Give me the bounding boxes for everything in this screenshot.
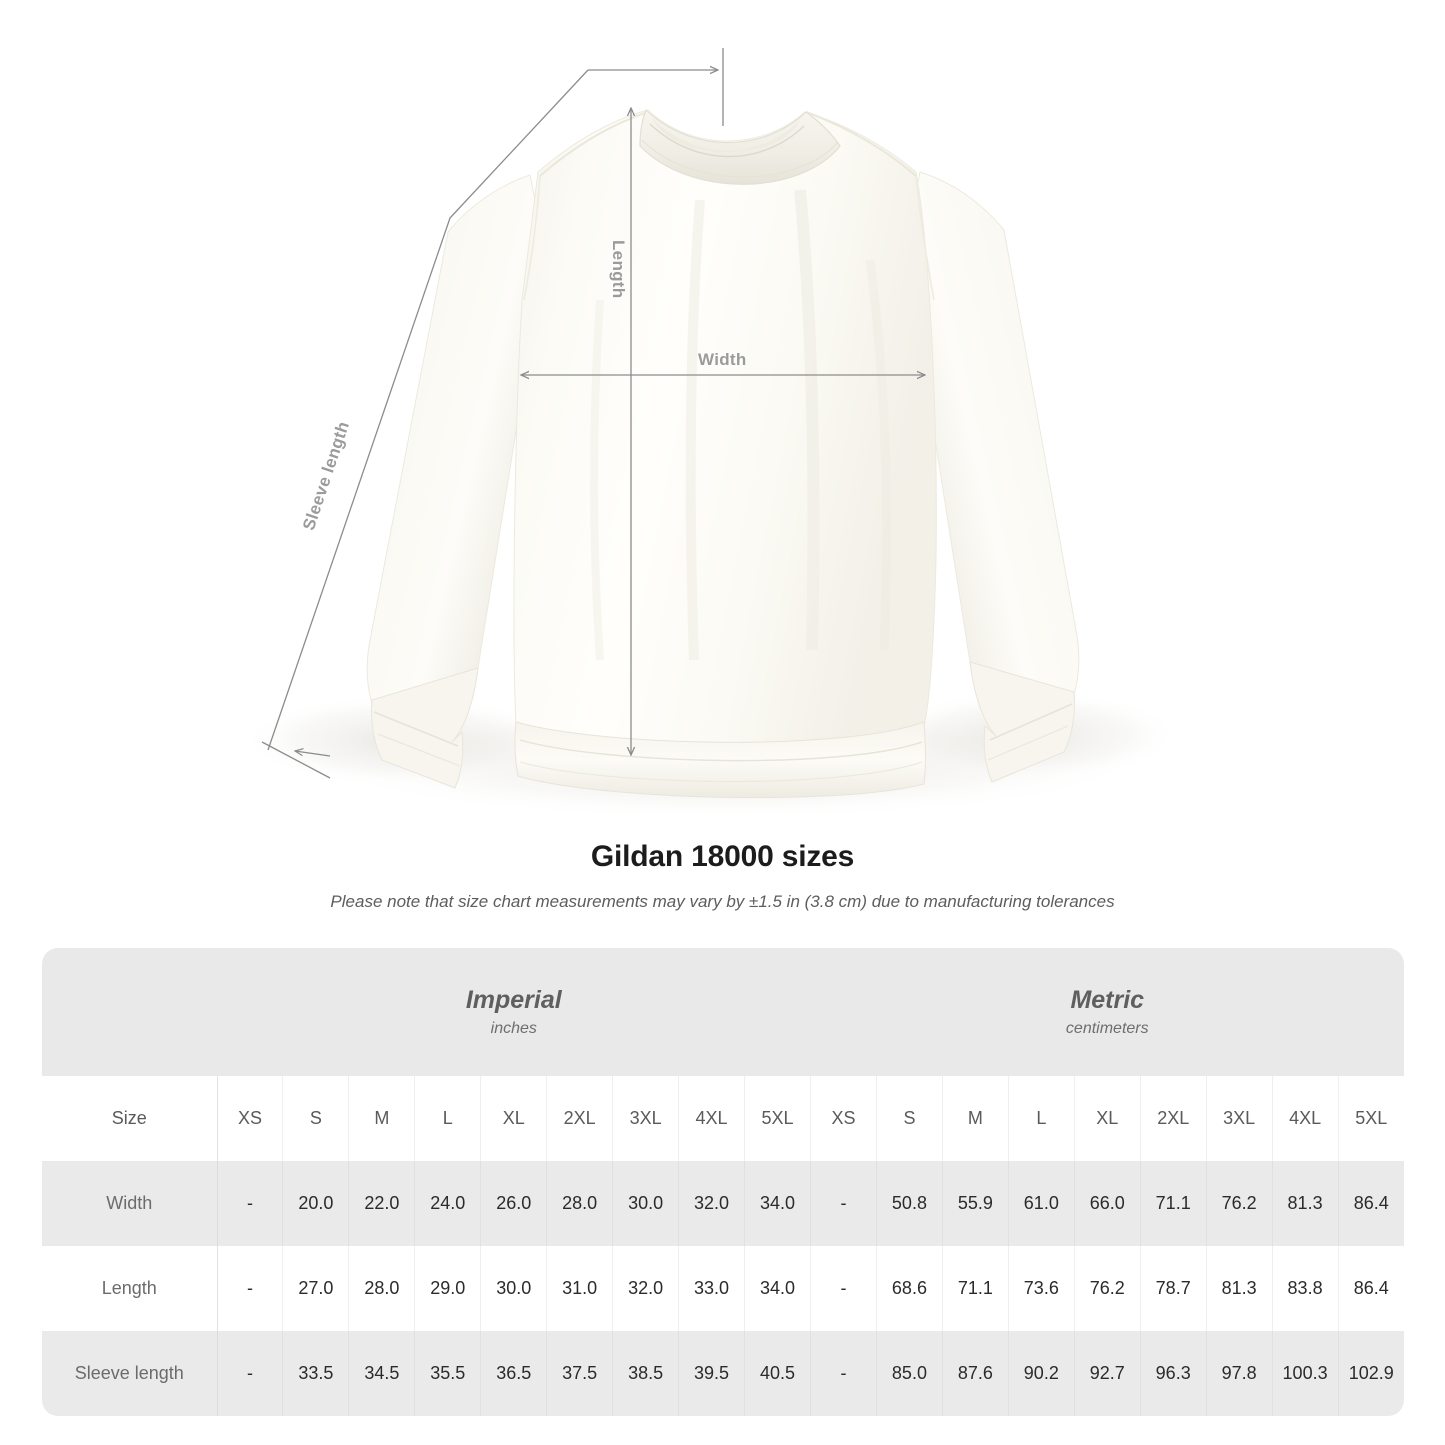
cell-length-imperial-xs: - — [217, 1246, 284, 1331]
cell-length-imperial-s: 27.0 — [282, 1246, 350, 1331]
cell-length-imperial-m: 28.0 — [348, 1246, 416, 1331]
cell-length-metric-xs: - — [810, 1246, 877, 1331]
size-header-m-imperial: M — [348, 1076, 416, 1161]
size-header-s-metric: S — [876, 1076, 943, 1161]
size-header-m-metric: M — [942, 1076, 1009, 1161]
cell-width-metric-l: 61.0 — [1008, 1161, 1075, 1246]
cell-width-metric-m: 55.9 — [942, 1161, 1009, 1246]
cell-width-metric-5xl: 86.4 — [1338, 1161, 1404, 1246]
cell-sleeve-length-metric-2xl: 96.3 — [1140, 1331, 1207, 1416]
garment-illustration: Length Width Sleeve length — [240, 48, 1180, 820]
size-header-3xl-metric: 3XL — [1206, 1076, 1273, 1161]
cell-length-imperial-5xl: 34.0 — [744, 1246, 811, 1331]
cell-width-imperial-3xl: 30.0 — [612, 1161, 680, 1246]
cell-sleeve-length-imperial-s: 33.5 — [282, 1331, 350, 1416]
cell-width-metric-3xl: 76.2 — [1206, 1161, 1273, 1246]
unit-header-metric-name: Metric — [1070, 985, 1145, 1014]
unit-header-imperial-name: Imperial — [465, 985, 562, 1014]
cell-length-metric-3xl: 81.3 — [1206, 1246, 1273, 1331]
unit-banner-spacer — [42, 948, 217, 1076]
size-header-xs-imperial: XS — [217, 1076, 284, 1161]
size-header-4xl-metric: 4XL — [1272, 1076, 1339, 1161]
cell-sleeve-length-metric-4xl: 100.3 — [1272, 1331, 1339, 1416]
size-header-2xl-imperial: 2XL — [546, 1076, 614, 1161]
cell-sleeve-length-imperial-5xl: 40.5 — [744, 1331, 811, 1416]
cell-width-metric-xs: - — [810, 1161, 877, 1246]
cell-sleeve-length-imperial-3xl: 38.5 — [612, 1331, 680, 1416]
cell-length-metric-l: 73.6 — [1008, 1246, 1075, 1331]
cell-width-metric-xl: 66.0 — [1074, 1161, 1141, 1246]
size-header-label: Size — [42, 1076, 218, 1161]
cell-width-imperial-s: 20.0 — [282, 1161, 350, 1246]
unit-header-metric-sub: centimeters — [1065, 1020, 1149, 1038]
cell-sleeve-length-metric-xl: 92.7 — [1074, 1331, 1141, 1416]
cell-width-metric-s: 50.8 — [876, 1161, 943, 1246]
table-row-length: Length -27.0 28.0 29.0 30.0 31.0 32.0 33.0 34.0-… — [42, 1246, 1404, 1331]
cell-sleeve-length-imperial-4xl: 39.5 — [678, 1331, 745, 1416]
size-header-4xl-imperial: 4XL — [678, 1076, 745, 1161]
size-header-5xl-metric: 5XL — [1338, 1076, 1404, 1161]
cell-width-imperial-4xl: 32.0 — [678, 1161, 745, 1246]
size-header-xl-imperial: XL — [480, 1076, 548, 1161]
cell-length-metric-s: 68.6 — [876, 1246, 943, 1331]
sweatshirt-image — [240, 108, 1180, 820]
size-header-3xl-imperial: 3XL — [612, 1076, 680, 1161]
width-dimension-label: Width — [698, 350, 747, 369]
cell-width-metric-4xl: 81.3 — [1272, 1161, 1339, 1246]
cell-sleeve-length-imperial-2xl: 37.5 — [546, 1331, 614, 1416]
cell-length-metric-5xl: 86.4 — [1338, 1246, 1404, 1331]
cell-length-imperial-3xl: 32.0 — [612, 1246, 680, 1331]
cell-width-imperial-l: 24.0 — [414, 1161, 482, 1246]
table-row-sleeve-length: Sleeve length -33.5 34.5 35.5 36.5 37.5 38.5 39… — [42, 1331, 1404, 1416]
cell-sleeve-length-imperial-xl: 36.5 — [480, 1331, 548, 1416]
cell-length-imperial-xl: 30.0 — [480, 1246, 548, 1331]
cell-length-metric-2xl: 78.7 — [1140, 1246, 1207, 1331]
size-header-xl-metric: XL — [1074, 1076, 1141, 1161]
cell-width-imperial-m: 22.0 — [348, 1161, 416, 1246]
cell-length-metric-4xl: 83.8 — [1272, 1246, 1339, 1331]
length-dimension-label: Length — [609, 240, 628, 299]
cell-width-imperial-xs: - — [217, 1161, 284, 1246]
cell-sleeve-length-imperial-l: 35.5 — [414, 1331, 482, 1416]
row-label-width: Width — [42, 1161, 218, 1246]
cell-sleeve-length-imperial-m: 34.5 — [348, 1331, 416, 1416]
size-chart-table: Imperial inches Metric centimeters Size XS S M L… — [42, 948, 1404, 1416]
size-header-s-imperial: S — [282, 1076, 350, 1161]
cell-length-imperial-4xl: 33.0 — [678, 1246, 745, 1331]
cell-sleeve-length-metric-3xl: 97.8 — [1206, 1331, 1273, 1416]
size-header-2xl-metric: 2XL — [1140, 1076, 1207, 1161]
cell-width-imperial-2xl: 28.0 — [546, 1161, 614, 1246]
size-header-l-imperial: L — [414, 1076, 482, 1161]
cell-length-imperial-2xl: 31.0 — [546, 1246, 614, 1331]
unit-header-imperial: Imperial inches — [217, 948, 811, 1076]
cell-sleeve-length-metric-m: 87.6 — [942, 1331, 1009, 1416]
unit-header-imperial-sub: inches — [490, 1020, 537, 1038]
cell-length-metric-xl: 76.2 — [1074, 1246, 1141, 1331]
cell-width-imperial-5xl: 34.0 — [744, 1161, 811, 1246]
size-chart-table-wrapper: Imperial inches Metric centimeters Size XS S M L… — [42, 948, 1404, 1416]
cell-length-metric-m: 71.1 — [942, 1246, 1009, 1331]
size-header-l-metric: L — [1008, 1076, 1075, 1161]
row-label-length: Length — [42, 1246, 218, 1331]
page-title: Gildan 18000 sizes — [590, 840, 855, 873]
row-label-sleeve-length: Sleeve length — [42, 1331, 218, 1416]
cell-sleeve-length-metric-l: 90.2 — [1008, 1331, 1075, 1416]
size-header-xs-metric: XS — [810, 1076, 877, 1161]
cell-width-imperial-xl: 26.0 — [480, 1161, 548, 1246]
tolerance-note: Please note that size chart measurements… — [330, 892, 1115, 911]
cell-sleeve-length-metric-s: 85.0 — [876, 1331, 943, 1416]
title-block: Gildan 18000 sizes Please note that size… — [0, 840, 1445, 912]
unit-banner-row: Imperial inches Metric centimeters — [42, 948, 1404, 1076]
cell-width-metric-2xl: 71.1 — [1140, 1161, 1207, 1246]
cell-sleeve-length-metric-xs: - — [810, 1331, 877, 1416]
cell-length-imperial-l: 29.0 — [414, 1246, 482, 1331]
cell-sleeve-length-metric-5xl: 102.9 — [1338, 1331, 1404, 1416]
table-row-width: Width -20.0 22.0 24.0 26.0 28.0 30.0 32.0 34.0-5… — [42, 1161, 1404, 1246]
size-header-row: Size XS S M L XL 2XL 3XL 4XL 5XL XS S M L XL 2XL 3XL 4XL 5… — [42, 1076, 1404, 1161]
unit-header-metric: Metric centimeters — [810, 948, 1404, 1076]
cell-sleeve-length-imperial-xs: - — [217, 1331, 284, 1416]
size-header-5xl-imperial: 5XL — [744, 1076, 811, 1161]
